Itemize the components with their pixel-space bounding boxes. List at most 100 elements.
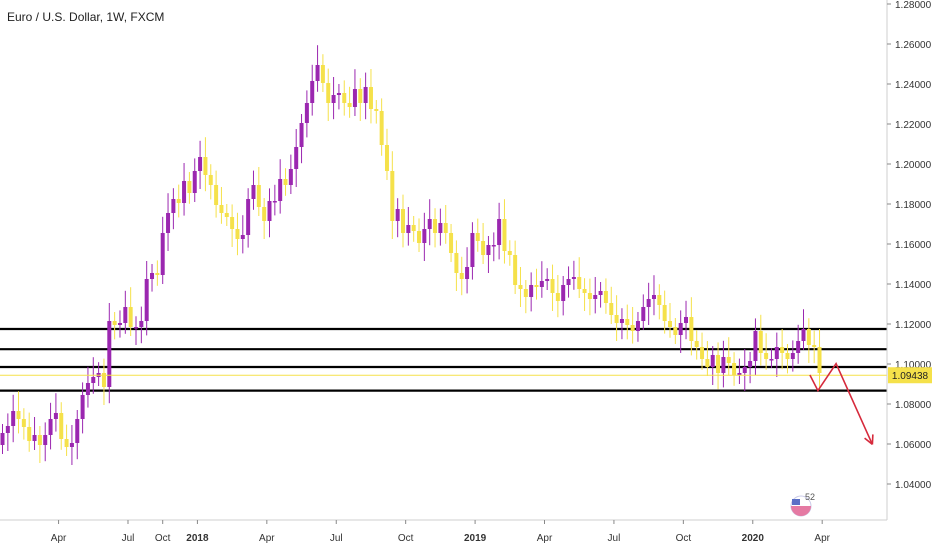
badge-layer[interactable]: 52 [791, 492, 815, 516]
candle [615, 295, 619, 341]
candle-body [524, 289, 528, 297]
candle [759, 315, 763, 366]
candle [107, 303, 111, 403]
candle-body [508, 251, 512, 255]
candle [737, 359, 741, 384]
candle-body [422, 229, 426, 243]
y-tick-label: 1.14000 [895, 280, 932, 291]
candle [652, 275, 656, 315]
candle-body [780, 347, 784, 353]
candle [289, 155, 293, 194]
candle-body [545, 279, 549, 281]
candle [209, 164, 213, 199]
candle [332, 77, 336, 119]
candle [268, 188, 272, 237]
candle-body [86, 383, 90, 395]
candle-body [155, 273, 159, 275]
candle-body [300, 123, 304, 147]
candle-body [171, 199, 175, 213]
candle [476, 219, 480, 252]
candle-body [310, 81, 314, 103]
candle-body [187, 181, 191, 193]
candle-body [583, 289, 587, 293]
flag-canton [792, 499, 800, 505]
candles-layer [1, 45, 822, 465]
candle-body [567, 279, 571, 285]
candle-body [251, 185, 255, 199]
candle [481, 223, 485, 264]
candle [545, 268, 549, 290]
candle-body [49, 419, 53, 435]
candle-body [764, 353, 768, 359]
candle [241, 215, 245, 253]
candle [6, 413, 10, 451]
candle-body [332, 95, 336, 103]
symbol-title: Euro / U.S. Dollar, 1W, FXCM [7, 10, 164, 24]
candle-body [262, 207, 266, 221]
candle-body [636, 321, 640, 331]
candle [727, 337, 731, 375]
candle [390, 151, 394, 239]
candle-body [390, 171, 394, 221]
candle-body [673, 327, 677, 335]
candle-body [775, 347, 779, 359]
candle [150, 264, 154, 292]
candle [711, 346, 715, 385]
candle-body [75, 419, 79, 443]
candle-body [492, 245, 496, 247]
candle-body [700, 347, 704, 359]
candle-body [769, 359, 773, 361]
candle-body [785, 353, 789, 359]
candle [492, 232, 496, 261]
candle [337, 84, 341, 109]
candle-body [551, 279, 555, 293]
candle [807, 318, 811, 363]
candle [348, 87, 352, 118]
candle-body [641, 307, 645, 321]
candle-body [139, 321, 143, 327]
flag-badge-count: 52 [805, 492, 815, 502]
candle [417, 218, 421, 252]
flag-stripes [791, 506, 811, 516]
candle-body [91, 377, 95, 383]
candle [358, 78, 362, 121]
candle [497, 203, 501, 260]
candle [214, 171, 218, 218]
candle-body [588, 293, 592, 299]
candle-body [732, 363, 736, 375]
candle [27, 413, 31, 452]
candle-body [193, 171, 197, 193]
x-tick-label: Oct [676, 533, 692, 544]
candle [465, 247, 469, 293]
candle [818, 329, 822, 387]
candle-body [33, 435, 37, 441]
candle [524, 280, 528, 313]
candle-body [70, 443, 74, 447]
candle [171, 188, 175, 229]
candle-body [43, 435, 47, 445]
candle-body [353, 89, 357, 107]
candle-body [1, 433, 5, 445]
candle [780, 329, 784, 369]
candle [22, 408, 26, 439]
candle [743, 349, 747, 391]
candle-body [65, 439, 69, 447]
candle [43, 422, 47, 461]
candle-body [802, 329, 806, 341]
candle [631, 307, 635, 344]
candle [102, 359, 106, 405]
x-tick-label: Apr [51, 533, 67, 544]
candle-body [460, 273, 464, 279]
candle-body [476, 233, 480, 241]
candle [663, 291, 667, 334]
candle-body [321, 65, 325, 83]
candle [620, 308, 624, 339]
candle-body [54, 413, 58, 419]
candle-body [684, 317, 688, 323]
x-tick-label: Jul [122, 533, 135, 544]
x-tick-label: Apr [259, 533, 275, 544]
candle [641, 294, 645, 330]
candle-body [518, 285, 522, 289]
